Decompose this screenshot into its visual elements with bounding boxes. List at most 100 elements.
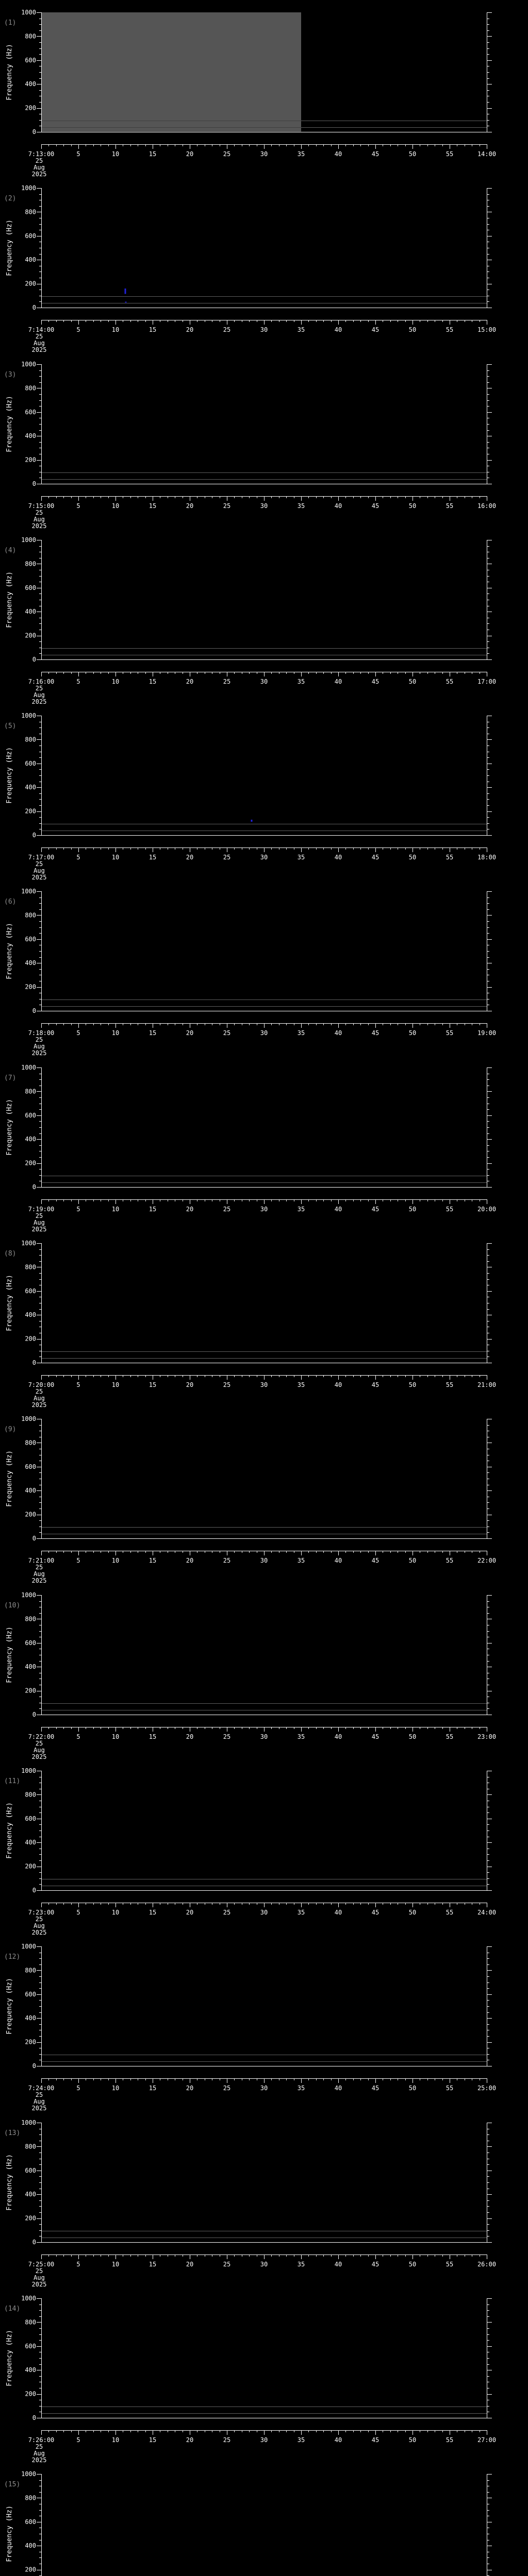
x-tick-label: 40	[335, 1557, 342, 1564]
x-tick-label: 35	[298, 1206, 305, 1213]
panel-index-label: (9)	[4, 1426, 16, 1433]
x-tick-label: 30	[260, 1733, 268, 1740]
x-tick-label: 5	[76, 1381, 80, 1388]
x-tick-label: 5	[76, 1206, 80, 1213]
y-tick-label: 800	[25, 2318, 36, 2326]
x-tick-label: 10	[112, 2261, 119, 2268]
y-tick-label: 400	[25, 1311, 36, 1318]
date-label: Aug	[34, 1570, 45, 1578]
x-tick-label: 30	[260, 2261, 268, 2268]
date-label: 25	[36, 860, 43, 868]
y-tick-label: 200	[25, 456, 36, 464]
x-tick-label: 50	[409, 326, 416, 333]
x-tick-label: 20	[186, 2261, 193, 2268]
x-tick-label: 5	[76, 678, 80, 685]
y-tick-label: 200	[25, 1160, 36, 1167]
start-time-label: 7:22:00	[28, 1733, 55, 1740]
y-tick-label: 0	[32, 2414, 36, 2421]
date-label: 25	[36, 1740, 43, 1747]
y-tick-label: 200	[25, 280, 36, 287]
panel-index-label: (1)	[4, 19, 16, 27]
y-tick-label: 1000	[21, 536, 36, 544]
x-tick-label: 30	[260, 326, 268, 333]
y-tick-label: 0	[32, 1535, 36, 1542]
end-time-label: 22:00	[477, 1557, 496, 1564]
x-tick-label: 20	[186, 326, 193, 333]
x-tick-label: 45	[372, 502, 379, 510]
x-tick-label: 35	[298, 2261, 305, 2268]
date-label: Aug	[34, 340, 45, 347]
date-label: Aug	[34, 1219, 45, 1226]
y-tick-label: 1000	[21, 2470, 36, 2478]
x-tick-label: 35	[298, 1557, 305, 1564]
y-tick-label: 800	[25, 1088, 36, 1095]
y-tick-label: 600	[25, 1287, 36, 1295]
y-tick-label: 200	[25, 1511, 36, 1518]
y-tick-label: 0	[32, 304, 36, 311]
panel-index-label: (10)	[4, 1602, 20, 1609]
y-tick-label: 200	[25, 2215, 36, 2222]
y-axis-title: Frequency (Hz)	[6, 2505, 13, 2562]
y-tick-label: 1000	[21, 1767, 36, 1774]
y-tick-label: 400	[25, 608, 36, 615]
x-tick-label: 15	[149, 854, 156, 861]
x-tick-label: 45	[372, 1733, 379, 1740]
x-tick-label: 25	[223, 150, 230, 158]
y-tick-label: 600	[25, 2167, 36, 2174]
x-tick-label: 50	[409, 1557, 416, 1564]
x-tick-label: 55	[446, 678, 453, 685]
x-tick-label: 40	[335, 326, 342, 333]
x-tick-label: 25	[223, 2084, 230, 2092]
y-tick-label: 0	[32, 1711, 36, 1718]
x-tick-label: 55	[446, 326, 453, 333]
x-tick-label: 15	[149, 1557, 156, 1564]
y-axis-title: Frequency (Hz)	[6, 747, 13, 804]
x-tick-label: 50	[409, 1909, 416, 1916]
y-axis-title: Frequency (Hz)	[6, 1978, 13, 2035]
y-tick-label: 800	[25, 32, 36, 40]
y-tick-label: 0	[32, 1183, 36, 1191]
y-tick-label: 1000	[21, 361, 36, 368]
y-tick-label: 600	[25, 57, 36, 64]
date-label: 25	[36, 333, 43, 340]
x-tick-label: 30	[260, 2084, 268, 2092]
x-tick-label: 40	[335, 1381, 342, 1388]
end-time-label: 21:00	[477, 1381, 496, 1388]
x-tick-label: 15	[149, 1381, 156, 1388]
y-tick-label: 400	[25, 959, 36, 967]
start-time-label: 7:26:00	[28, 2436, 55, 2444]
x-tick-label: 5	[76, 1557, 80, 1564]
date-label: 25	[36, 509, 43, 516]
x-tick-label: 5	[76, 2261, 80, 2268]
end-time-label: 25:00	[477, 2084, 496, 2092]
x-tick-label: 15	[149, 678, 156, 685]
x-tick-label: 35	[298, 326, 305, 333]
y-tick-label: 800	[25, 1439, 36, 1446]
y-tick-label: 200	[25, 2566, 36, 2573]
y-tick-label: 400	[25, 2366, 36, 2374]
y-tick-label: 800	[25, 1615, 36, 1622]
end-time-label: 20:00	[477, 1206, 496, 1213]
y-tick-label: 0	[32, 2239, 36, 2246]
x-tick-label: 40	[335, 502, 342, 510]
date-label: 25	[36, 1916, 43, 1923]
x-tick-label: 40	[335, 2261, 342, 2268]
y-tick-label: 1000	[21, 2119, 36, 2126]
y-tick-label: 200	[25, 2391, 36, 2398]
x-tick-label: 15	[149, 2436, 156, 2444]
y-tick-label: 0	[32, 1887, 36, 1894]
no-data-region	[41, 12, 301, 132]
x-tick-label: 40	[335, 150, 342, 158]
y-tick-label: 800	[25, 2494, 36, 2501]
x-tick-label: 25	[223, 326, 230, 333]
start-time-label: 7:15:00	[28, 502, 55, 510]
x-tick-label: 45	[372, 1909, 379, 1916]
x-tick-label: 25	[223, 1206, 230, 1213]
panel-index-label: (5)	[4, 722, 16, 730]
